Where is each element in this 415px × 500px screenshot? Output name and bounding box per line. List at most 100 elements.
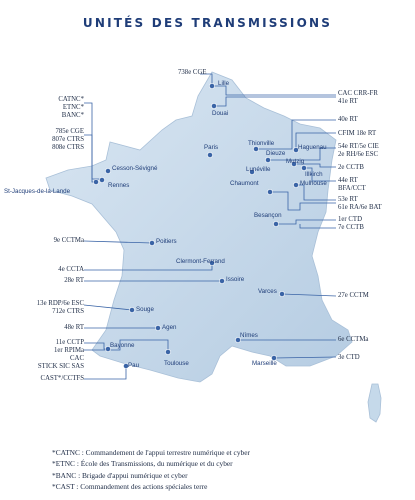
marker-luneville	[249, 169, 255, 175]
city-label-bayonne: Bayonne	[110, 342, 135, 349]
city-label-poitiers: Poitiers	[156, 238, 177, 245]
unit-label-cfim: CFIM 18e RT	[338, 130, 377, 137]
unit-label-2-cctb: 2e CCTB	[338, 164, 364, 171]
unit-label-48-rt: 48e RT	[64, 324, 84, 331]
legend-etnc: *ETNC : École des Transmissions, du numé…	[52, 459, 233, 469]
marker-poitiers	[149, 240, 155, 246]
connector-line-8	[294, 163, 336, 168]
city-label-agen: Agen	[162, 324, 177, 331]
unit-label-738-cge: 738e CGE	[178, 69, 207, 76]
marker-dieuze	[265, 157, 271, 163]
connector-line-9	[304, 167, 336, 182]
city-label-rennes: Rennes	[108, 182, 130, 189]
city-label-thionville: Thionville	[248, 140, 275, 147]
connector-line-0	[200, 73, 213, 86]
city-label-cesson: Cesson-Sévigné	[112, 165, 158, 172]
marker-pau	[123, 363, 129, 369]
city-label-st-jacques: St-Jacques-de-la-Lande	[4, 188, 71, 195]
marker-rennes	[99, 177, 105, 183]
city-label-besancon: Besançon	[254, 212, 282, 219]
marker-mutzig	[291, 161, 297, 167]
legend-cast: *CAST : Commandement des actions spécial…	[52, 481, 208, 491]
unit-label-54-rt: 54e RT/5e CIE 2e RH/6e ESC	[338, 143, 379, 158]
unit-label-53-rt: 53e RT 61e RA/6e BAT	[338, 196, 382, 211]
unit-label-40-rt: 40e RT	[338, 116, 358, 123]
city-label-pau: Pau	[128, 362, 140, 369]
connector-line-4	[214, 96, 336, 107]
marker-cesson	[105, 168, 111, 174]
city-label-haguenau: Haguenau	[298, 144, 327, 151]
unit-label-785-cge: 785e CGE 807e CTRS 808e CTRS	[52, 128, 84, 151]
marker-marseille	[271, 355, 277, 361]
city-label-chaumont: Chaumont	[230, 180, 259, 187]
connector-line-6	[295, 132, 336, 150]
marker-souge	[129, 307, 135, 313]
unit-label-cast: CAST*/CCTFS	[40, 375, 84, 382]
legend: *CATNC : Commandement de l'appui terrest…	[52, 447, 250, 492]
unit-label-cac-crr-fr: CAC CRR-FR 41e RT	[338, 90, 378, 105]
connector-line-24	[273, 356, 337, 359]
unit-label-6-cctma: 6e CCTMa	[338, 336, 369, 343]
unit-label-9-cctma: 9e CCTMa	[53, 237, 84, 244]
connector-line-7	[268, 147, 336, 161]
connector-line-14	[83, 240, 153, 244]
marker-issoire	[219, 278, 225, 284]
connector-line-12	[276, 219, 336, 225]
marker-agen	[155, 325, 161, 331]
marker-chaumont	[267, 189, 273, 195]
unit-label-28-rt: 28e RT	[64, 277, 84, 284]
unit-label-4-ccta: 4e CCTA	[58, 266, 84, 273]
marker-stjacques	[93, 179, 99, 185]
marker-thionville	[253, 146, 259, 152]
connector-line-22	[84, 366, 127, 380]
unit-label-catnc: CATNC* ETNC* BANC*	[58, 96, 84, 119]
unit-label-13-rdp: 13e RDP/6e ESC 712e CTRS	[36, 300, 84, 315]
corsica-island	[367, 383, 382, 423]
marker-illkirch	[301, 165, 307, 171]
legend-catnc: *CATNC : Commandement de l'appui terrest…	[52, 448, 250, 457]
city-label-toulouse: Toulouse	[164, 360, 189, 367]
unit-label-3-ctd: 3e CTD	[338, 354, 360, 361]
city-label-douai: Douai	[212, 110, 229, 117]
connector-line-10	[296, 184, 336, 201]
connector-lines	[83, 73, 337, 380]
city-label-issoire: Issoire	[226, 276, 245, 283]
unit-label-27-cctm: 27e CCTM	[338, 292, 369, 299]
marker-besancon	[273, 221, 279, 227]
map-title: UNITÉS DES TRANSMISSIONS	[82, 16, 333, 30]
city-label-luneville: Lunéville	[246, 166, 271, 173]
city-label-paris: Paris	[204, 144, 219, 151]
marker-douai	[211, 103, 217, 109]
marker-clermont	[209, 260, 215, 266]
city-label-lille: Lille	[218, 80, 230, 87]
city-label-mulhouse: Mulhouse	[300, 180, 327, 187]
marker-paris	[207, 152, 213, 158]
city-label-clermont: Clermont-Ferrand	[176, 258, 225, 265]
city-markers	[93, 83, 307, 369]
connector-line-11	[270, 191, 336, 211]
unit-label-44-rt: 44e RT BFA/CCT	[338, 177, 366, 192]
marker-haguenau	[293, 147, 299, 153]
unit-label-1-ctd: 1er CTD 7e CCTB	[338, 216, 364, 231]
city-label-souge: Souge	[136, 306, 154, 313]
city-label-marseille: Marseille	[252, 360, 277, 367]
marker-varces	[279, 291, 285, 297]
connector-line-18	[281, 293, 337, 297]
connector-line-3	[212, 85, 336, 96]
marker-toulouse	[165, 349, 171, 355]
city-label-dieuze: Dieuze	[266, 150, 286, 157]
connector-line-17	[83, 304, 133, 311]
marker-bayonne	[105, 346, 111, 352]
city-label-illkirch: Illkirch	[305, 171, 323, 178]
connector-line-5	[256, 119, 336, 150]
marker-lille	[209, 83, 215, 89]
france-outline	[45, 71, 353, 383]
city-label-varces: Varces	[258, 288, 277, 295]
connector-line-13	[299, 224, 336, 229]
marker-mulhouse	[293, 182, 299, 188]
legend-banc: *BANC : Brigade d'appui numérique et cyb…	[52, 470, 188, 480]
connector-line-2	[84, 134, 102, 180]
city-label-mutzig: Mutzig	[286, 158, 305, 165]
city-label-nimes: Nîmes	[240, 332, 258, 339]
